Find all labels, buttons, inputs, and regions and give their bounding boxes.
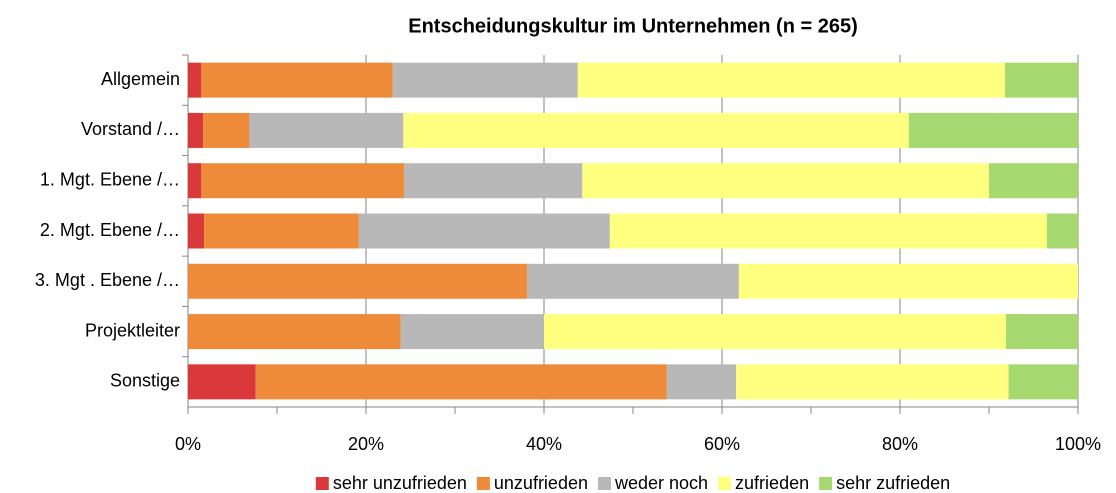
- legend-label: sehr zufrieden: [836, 473, 950, 493]
- bar-segment: [1008, 364, 1078, 400]
- bar-segment: [188, 112, 204, 148]
- chart-title: Entscheidungskultur im Unternehmen (n = …: [408, 15, 858, 37]
- bar-segment: [201, 163, 405, 199]
- legend-label: zufrieden: [735, 473, 809, 493]
- bar-segment: [403, 112, 909, 148]
- y-tick-label: Vorstand /…: [81, 119, 180, 139]
- bar-segment: [908, 112, 1078, 148]
- legend-swatch: [315, 477, 329, 490]
- x-tick-label: 80%: [882, 434, 918, 454]
- legend-label: unzufrieden: [494, 473, 588, 493]
- y-tick-label: 3. Mgt . Ebene /…: [35, 270, 180, 290]
- bar-segment: [400, 314, 544, 350]
- y-tick-label: 2. Mgt. Ebene /…: [40, 220, 180, 240]
- x-tick-label: 60%: [704, 434, 740, 454]
- bar-segment: [204, 213, 359, 249]
- bar-segment: [738, 263, 1078, 299]
- x-tick-label: 0%: [175, 434, 201, 454]
- y-tick-label: Allgemein: [101, 69, 180, 89]
- x-tick-label: 100%: [1055, 434, 1101, 454]
- bar-segment: [527, 263, 739, 299]
- legend-swatch: [718, 477, 732, 490]
- bar-segment: [203, 112, 250, 148]
- bar-segment: [392, 62, 578, 98]
- bar-segment: [582, 163, 989, 199]
- bar-segment: [188, 163, 202, 199]
- bar-segment: [989, 163, 1078, 199]
- legend-swatch: [819, 477, 833, 490]
- bar-segment: [255, 364, 667, 400]
- x-tick-label: 20%: [348, 434, 384, 454]
- bar-segment: [1046, 213, 1078, 249]
- legend-label: sehr unzufrieden: [333, 473, 467, 493]
- bar-segment: [188, 213, 205, 249]
- bar-segment: [188, 364, 256, 400]
- y-tick-label: Projektleiter: [85, 320, 180, 340]
- bar-segment: [544, 314, 1006, 350]
- bar-segment: [577, 62, 1006, 98]
- x-tick-label: 40%: [526, 434, 562, 454]
- legend-swatch: [597, 477, 611, 490]
- bar-segment: [188, 62, 202, 98]
- legend-swatch: [476, 477, 490, 490]
- bar-segment: [1005, 62, 1078, 98]
- bar-segment: [201, 62, 393, 98]
- bar-segment: [188, 263, 528, 299]
- legend-label: weder noch: [614, 473, 708, 493]
- bar-segment: [666, 364, 737, 400]
- bar-segment: [188, 314, 401, 350]
- y-tick-label: Sonstige: [110, 371, 180, 391]
- bar-segment: [1005, 314, 1078, 350]
- bar-segment: [736, 364, 1009, 400]
- bar-segment: [249, 112, 404, 148]
- y-tick-label: 1. Mgt. Ebene /…: [40, 169, 180, 189]
- bar-segment: [358, 213, 610, 249]
- bar-segment: [404, 163, 583, 199]
- bar-segment: [609, 213, 1047, 249]
